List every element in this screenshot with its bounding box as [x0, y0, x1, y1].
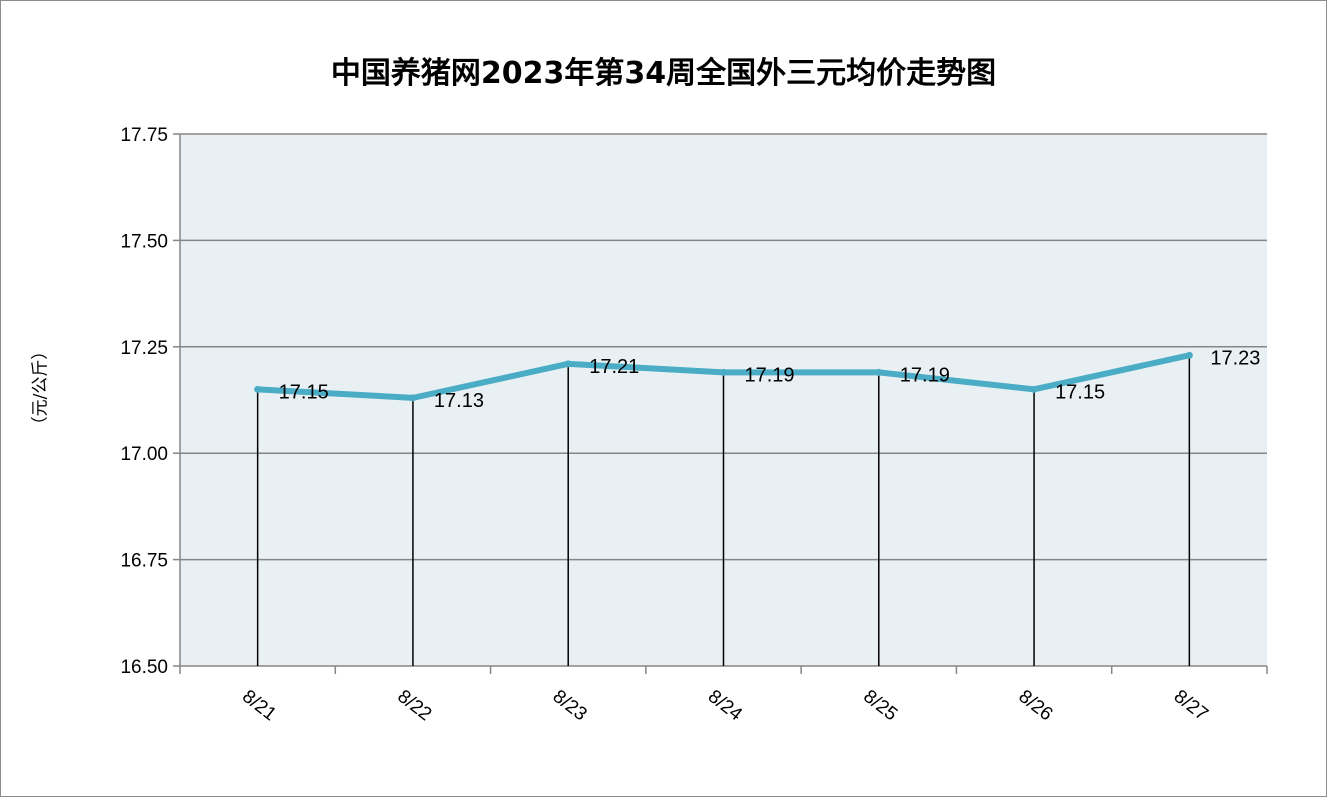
y-tick-label: 16.50 — [120, 657, 168, 678]
series-line — [254, 351, 1193, 402]
y-tick-label: 17.25 — [120, 338, 168, 359]
data-label: 17.15 — [1055, 381, 1105, 403]
data-point — [720, 368, 727, 376]
data-point — [564, 360, 572, 368]
chart-title: 中国养猪网2023年第34周全国外三元均价走势图 — [330, 56, 997, 91]
data-point — [1185, 351, 1193, 359]
x-tick-label: 8/27 — [1170, 686, 1212, 725]
data-label: 17.13 — [434, 390, 484, 412]
x-tick-label: 8/23 — [549, 686, 591, 725]
data-label: 17.23 — [1210, 347, 1260, 369]
data-point — [409, 394, 417, 402]
x-tick-labels: 8/21 8/22 8/23 8/24 8/25 8/26 8/27 — [238, 686, 1212, 726]
x-tick-label: 8/26 — [1014, 686, 1056, 725]
x-tick-label: 8/22 — [393, 686, 435, 725]
x-tick-label: 8/24 — [704, 686, 746, 726]
x-tick-label: 8/25 — [859, 686, 901, 725]
y-tick-label: 17.75 — [120, 125, 168, 146]
data-labels: 17.15 17.13 17.21 17.19 17.19 17.15 17.23 — [279, 347, 1261, 412]
data-point — [1030, 385, 1038, 393]
data-label: 17.21 — [589, 356, 639, 378]
data-label: 17.19 — [900, 364, 950, 386]
data-point — [875, 368, 883, 376]
drop-lines — [256, 355, 1191, 666]
y-tick-labels: 17.75 17.50 17.25 17.00 16.75 16.50 — [120, 125, 168, 678]
data-label: 17.19 — [745, 364, 795, 386]
y-tick-label: 17.00 — [120, 444, 168, 465]
data-label: 17.15 — [279, 381, 329, 403]
x-tick-label: 8/21 — [238, 686, 280, 725]
y-tick-label: 17.50 — [120, 231, 168, 252]
data-point — [254, 385, 262, 393]
y-tick-label: 16.75 — [120, 551, 168, 572]
